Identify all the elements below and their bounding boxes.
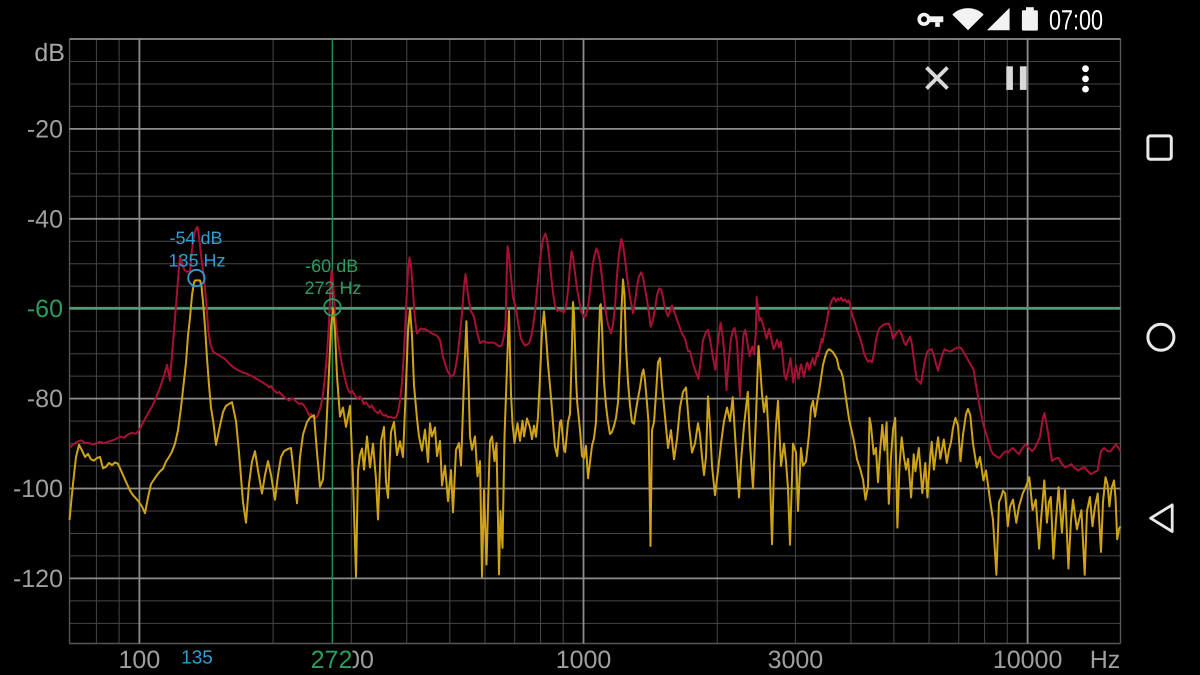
svg-text:07:00: 07:00 bbox=[1049, 5, 1103, 36]
svg-text:272: 272 bbox=[311, 646, 353, 674]
svg-text:Hz: Hz bbox=[1090, 646, 1121, 674]
svg-text:-60 dB: -60 dB bbox=[305, 256, 358, 276]
svg-text:-80: -80 bbox=[27, 385, 63, 413]
svg-text:10000: 10000 bbox=[993, 646, 1063, 674]
svg-text:-120: -120 bbox=[13, 565, 63, 593]
svg-text:dB: dB bbox=[34, 39, 65, 67]
svg-text:-60: -60 bbox=[27, 295, 63, 323]
svg-text:-40: -40 bbox=[27, 205, 63, 233]
svg-text:-100: -100 bbox=[13, 475, 63, 503]
svg-text:135 Hz: 135 Hz bbox=[168, 251, 225, 271]
svg-text:272 Hz: 272 Hz bbox=[304, 278, 361, 298]
svg-text:-20: -20 bbox=[27, 115, 63, 143]
svg-text:-54 dB: -54 dB bbox=[169, 228, 222, 248]
svg-text:100: 100 bbox=[119, 646, 161, 674]
svg-text:1000: 1000 bbox=[556, 646, 612, 674]
svg-text:3000: 3000 bbox=[768, 646, 824, 674]
svg-text:135: 135 bbox=[181, 648, 213, 669]
